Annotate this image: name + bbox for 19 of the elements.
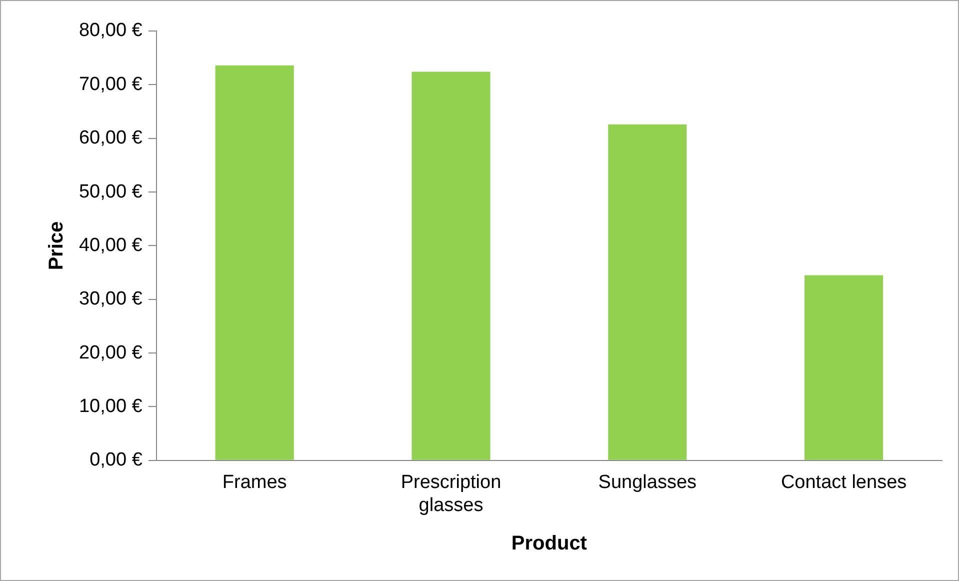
x-tick-label: Prescription glasses <box>400 472 502 516</box>
y-tick-label: 20,00 € <box>78 342 143 364</box>
x-tick-label: Frames <box>222 472 287 494</box>
y-tick-label: 50,00 € <box>78 181 143 202</box>
x-axis-title: Product <box>511 532 588 555</box>
y-tick-label: 80,00 € <box>78 20 143 42</box>
y-tick-label: 70,00 € <box>78 74 143 95</box>
bar <box>804 275 884 460</box>
y-tick-label: 60,00 € <box>78 128 143 149</box>
y-tick-label: 0,00 € <box>90 450 143 471</box>
bar <box>215 65 294 460</box>
bar <box>608 124 687 460</box>
y-tick-label: 40,00 € <box>78 234 143 256</box>
y-tick-label: 30,00 € <box>78 288 143 310</box>
x-tick-label: Sunglasses <box>598 472 697 494</box>
x-tick-label: Contact lenses <box>780 472 907 494</box>
bar <box>412 72 490 460</box>
y-tick-label: 10,00 € <box>78 396 143 417</box>
y-axis-title: Price <box>46 221 68 270</box>
